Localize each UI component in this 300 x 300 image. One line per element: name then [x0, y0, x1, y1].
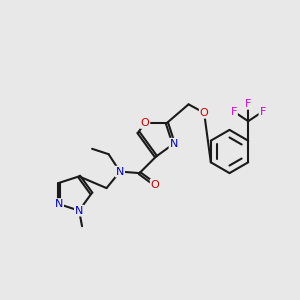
Text: F: F [260, 106, 266, 117]
Text: O: O [141, 118, 149, 128]
Text: F: F [245, 99, 251, 109]
Text: N: N [75, 206, 83, 216]
Text: N: N [169, 139, 178, 149]
Text: F: F [231, 106, 237, 117]
Text: O: O [151, 179, 160, 190]
Text: N: N [55, 199, 63, 209]
Text: O: O [200, 108, 208, 118]
Text: N: N [116, 167, 124, 177]
